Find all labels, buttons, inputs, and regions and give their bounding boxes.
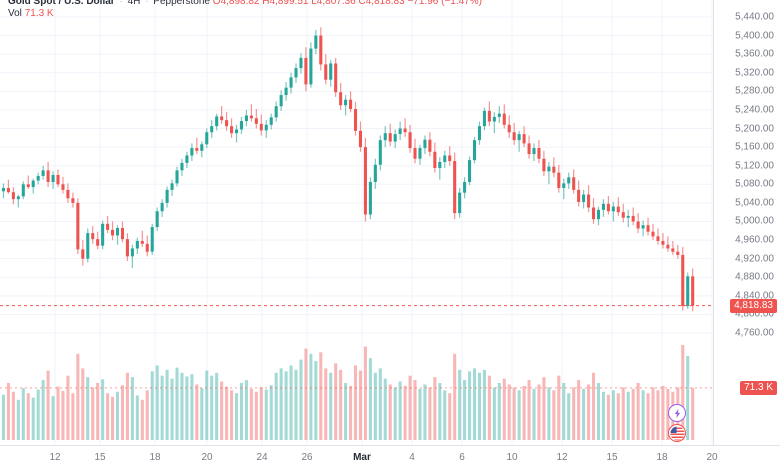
time-tick-label: 20 xyxy=(201,452,213,463)
price-tick-label: 4,880.00 xyxy=(735,271,774,283)
price-tick-label: 5,240.00 xyxy=(735,104,774,116)
price-scale[interactable]: 5,440.00 5,400.00 5,360.00 5,320.00 5,280.00… xyxy=(713,0,780,446)
volume-value-badge: 71.3 K xyxy=(740,380,777,395)
time-tick-label: 12 xyxy=(49,452,61,463)
time-tick-label: 4 xyxy=(409,452,415,463)
price-tick-label: 5,120.00 xyxy=(735,160,774,172)
price-tick-label: 5,160.00 xyxy=(735,141,774,153)
price-tick-label: 5,440.00 xyxy=(735,11,774,23)
time-tick-label: 15 xyxy=(606,452,618,463)
chart-plot-area[interactable] xyxy=(0,0,714,446)
candlestick-series xyxy=(1,27,695,312)
chart-grid xyxy=(0,0,714,446)
time-tick-label: 18 xyxy=(149,452,161,463)
price-tick-label: 5,400.00 xyxy=(735,30,774,42)
price-tick-label: 5,040.00 xyxy=(735,197,774,209)
time-tick-label: 24 xyxy=(256,452,268,463)
time-tick-label: 15 xyxy=(94,452,106,463)
price-tick-label: 5,200.00 xyxy=(735,123,774,135)
time-tick-label: 12 xyxy=(556,452,568,463)
price-tick-label: 5,360.00 xyxy=(735,48,774,60)
time-tick-label: 6 xyxy=(459,452,465,463)
lightning-bolt-icon[interactable] xyxy=(668,404,686,422)
price-tick-label: 5,000.00 xyxy=(735,215,774,227)
price-tick-label: 4,800.00 xyxy=(735,308,774,320)
us-flag-icon[interactable] xyxy=(668,424,686,442)
price-tick-label: 4,920.00 xyxy=(735,253,774,265)
price-tick-label: 4,960.00 xyxy=(735,234,774,246)
price-line-overlay xyxy=(0,305,714,307)
price-tick-label: 5,320.00 xyxy=(735,67,774,79)
price-tick-label: 5,280.00 xyxy=(735,85,774,97)
time-tick-label: Mar xyxy=(353,452,371,463)
current-price-badge: 4,818.83 xyxy=(730,298,777,313)
time-tick-label: 18 xyxy=(656,452,668,463)
chart-corner-badges xyxy=(668,404,688,444)
price-tick-label: 5,080.00 xyxy=(735,178,774,190)
time-tick-label: 26 xyxy=(301,452,313,463)
time-tick-label: 10 xyxy=(506,452,518,463)
volume-histogram xyxy=(0,345,714,440)
price-tick-label: 4,760.00 xyxy=(735,327,774,339)
price-tick-label: 4,840.00 xyxy=(735,290,774,302)
time-scale[interactable]: 12 15 18 20 24 26 Mar 4 6 10 12 15 18 20 xyxy=(0,445,780,470)
time-tick-label: 20 xyxy=(706,452,718,463)
